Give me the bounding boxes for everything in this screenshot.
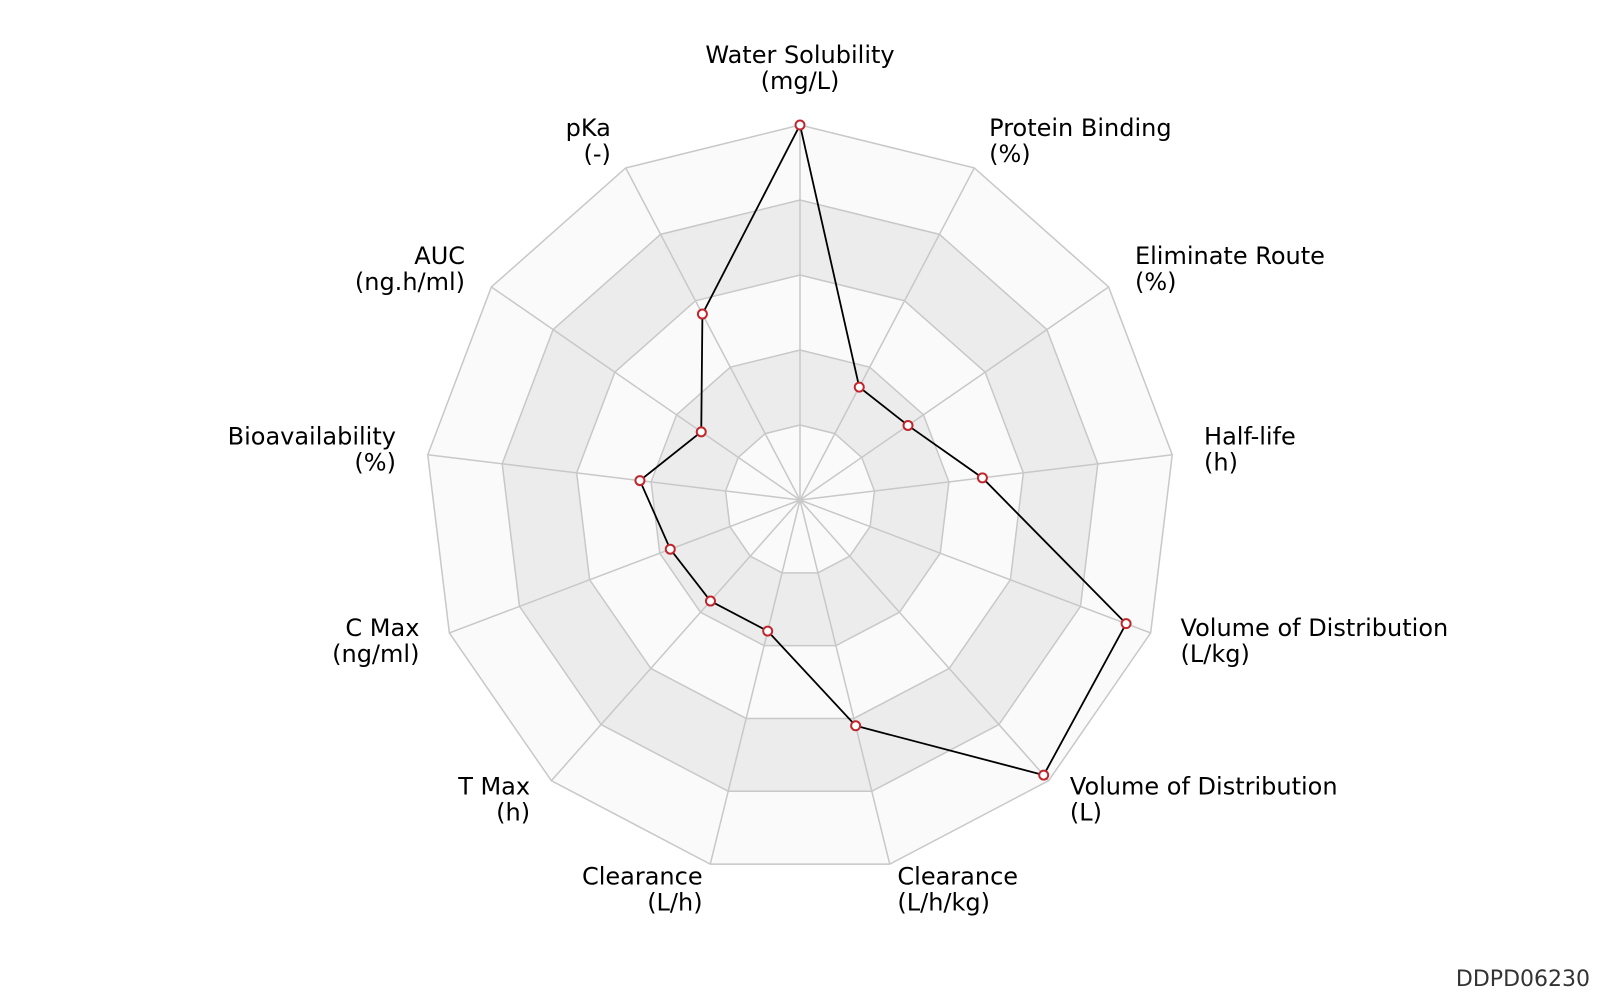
axis-labels: Water Solubility(mg/L)Protein Binding(%)…	[228, 41, 1449, 916]
axis-label-name: C Max	[345, 614, 419, 642]
data-point	[902, 419, 914, 431]
axis-label-unit: (h)	[1204, 448, 1238, 476]
axis-label-name: Volume of Distribution	[1070, 773, 1338, 801]
axis-label-name: Volume of Distribution	[1181, 614, 1449, 642]
axis-label-unit: (%)	[354, 448, 396, 476]
axis-label-unit: (L/h/kg)	[897, 888, 990, 916]
axis-spoke	[799, 499, 891, 865]
axis-spoke	[709, 499, 801, 865]
data-series-line	[638, 122, 1128, 777]
document-id: DDPD06230	[1455, 967, 1590, 992]
data-point	[695, 426, 707, 438]
data-point	[850, 720, 862, 732]
axis-label-name: Eliminate Route	[1135, 242, 1325, 270]
axis-label-unit: (mg/L)	[761, 67, 840, 95]
axis-label-name: Half-life	[1204, 422, 1296, 450]
axis-label-name: Water Solubility	[705, 41, 894, 69]
data-point	[696, 308, 708, 320]
axis-label-unit: (h)	[496, 799, 530, 827]
axis-label-name: pKa	[566, 114, 611, 142]
axis-label-unit: (ng.h/ml)	[355, 268, 465, 296]
axis-label-unit: (L)	[1070, 799, 1102, 827]
data-point	[976, 472, 988, 484]
axis-spoke	[799, 167, 975, 501]
data-point	[762, 625, 774, 637]
axis-label-unit: (L/h)	[647, 888, 702, 916]
radar-spokes	[427, 125, 1173, 865]
data-point	[794, 119, 806, 131]
axis-label-name: Bioavailability	[228, 422, 396, 450]
axis-label-unit: (L/kg)	[1181, 640, 1250, 668]
axis-spoke	[799, 286, 1110, 501]
axis-label-unit: (%)	[1135, 268, 1177, 296]
data-points	[634, 119, 1132, 781]
axis-label-name: Protein Binding	[989, 114, 1171, 142]
data-point	[634, 475, 646, 487]
axis-spoke	[799, 499, 1050, 782]
axis-label-name: Clearance	[582, 862, 703, 890]
axis-spoke	[427, 454, 801, 501]
data-point	[853, 381, 865, 393]
axis-label-unit: (%)	[989, 140, 1031, 168]
axis-label-name: AUC	[414, 242, 465, 270]
data-point	[1038, 769, 1050, 781]
axis-label-name: Clearance	[897, 862, 1018, 890]
data-point	[704, 595, 716, 607]
axis-spoke	[550, 499, 801, 782]
axis-label-name: T Max	[457, 773, 530, 801]
axis-spoke	[799, 499, 1151, 634]
axis-spoke	[625, 167, 801, 501]
data-point	[1120, 618, 1132, 630]
axis-spoke	[490, 286, 801, 501]
axis-spoke	[449, 499, 801, 634]
axis-label-unit: (-)	[583, 140, 610, 168]
data-point	[664, 543, 676, 555]
axis-label-unit: (ng/ml)	[332, 640, 419, 668]
